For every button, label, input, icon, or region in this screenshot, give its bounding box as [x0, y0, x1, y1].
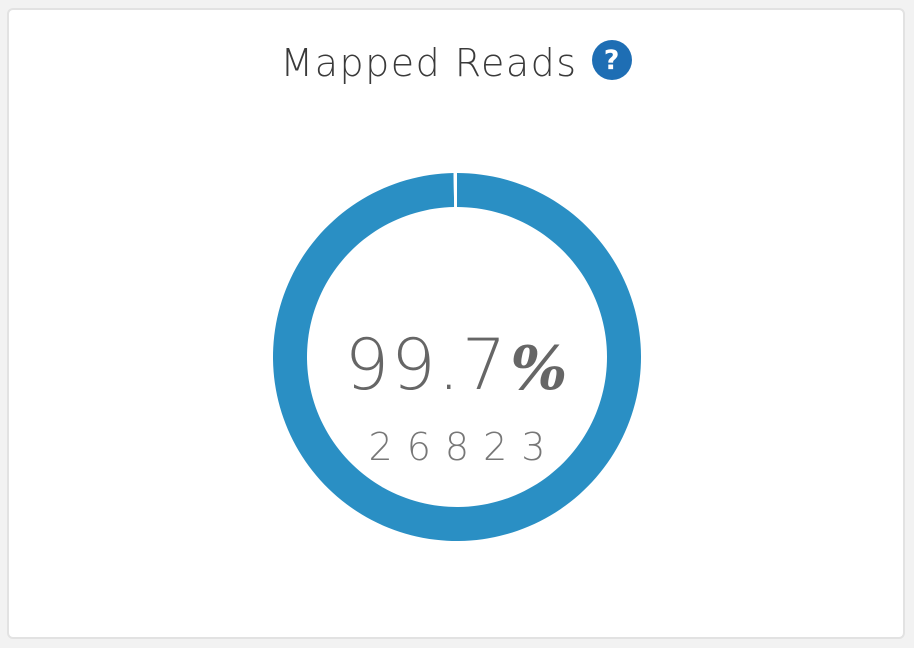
percentage-value: 99.7%	[272, 330, 642, 400]
donut-chart-svg	[273, 173, 641, 541]
read-count: 26823	[368, 425, 560, 469]
card-title: Mapped Reads	[280, 41, 578, 85]
percentage-number: 99.7	[344, 324, 509, 406]
percentage-unit: %	[510, 334, 570, 404]
question-circle-icon[interactable]: ?	[591, 40, 632, 80]
donut-slice-unmapped	[453, 173, 457, 208]
donut-chart: 99.7% 26823	[272, 172, 642, 542]
card-header: Mapped Reads ?	[9, 38, 903, 88]
mapped-reads-card: Mapped Reads ? 99.7% 26823	[7, 8, 905, 639]
donut-center: 99.7% 26823	[272, 172, 642, 542]
